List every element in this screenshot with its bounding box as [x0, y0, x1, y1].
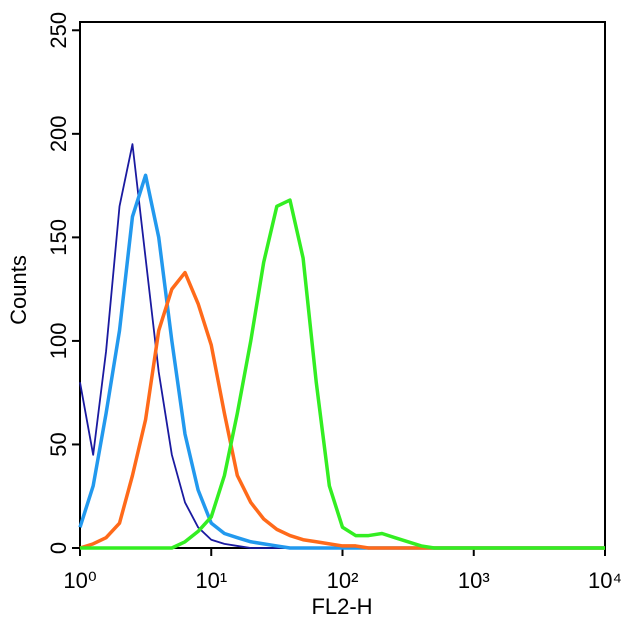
y-tick-label: 250: [46, 12, 71, 49]
y-tick-label: 100: [46, 323, 71, 360]
series-line: [78, 173, 605, 550]
series-line: [79, 143, 605, 549]
plot-frame: [79, 21, 606, 549]
x-tick-label: 10²: [327, 568, 359, 593]
y-axis-label: Counts: [6, 255, 31, 325]
x-tick-label: 10¹: [195, 568, 227, 593]
y-tick-label: 0: [46, 542, 71, 554]
x-tick-label: 10⁰: [63, 568, 96, 593]
x-axis-label: FL2-H: [311, 594, 372, 619]
x-tick-label: 10⁴: [588, 568, 622, 593]
series-line: [79, 270, 605, 550]
series-line: [80, 198, 605, 550]
y-tick-label: 150: [46, 219, 71, 256]
y-tick-label: 50: [46, 432, 71, 456]
x-tick-label: 10³: [458, 568, 490, 593]
y-tick-label: 200: [46, 115, 71, 152]
